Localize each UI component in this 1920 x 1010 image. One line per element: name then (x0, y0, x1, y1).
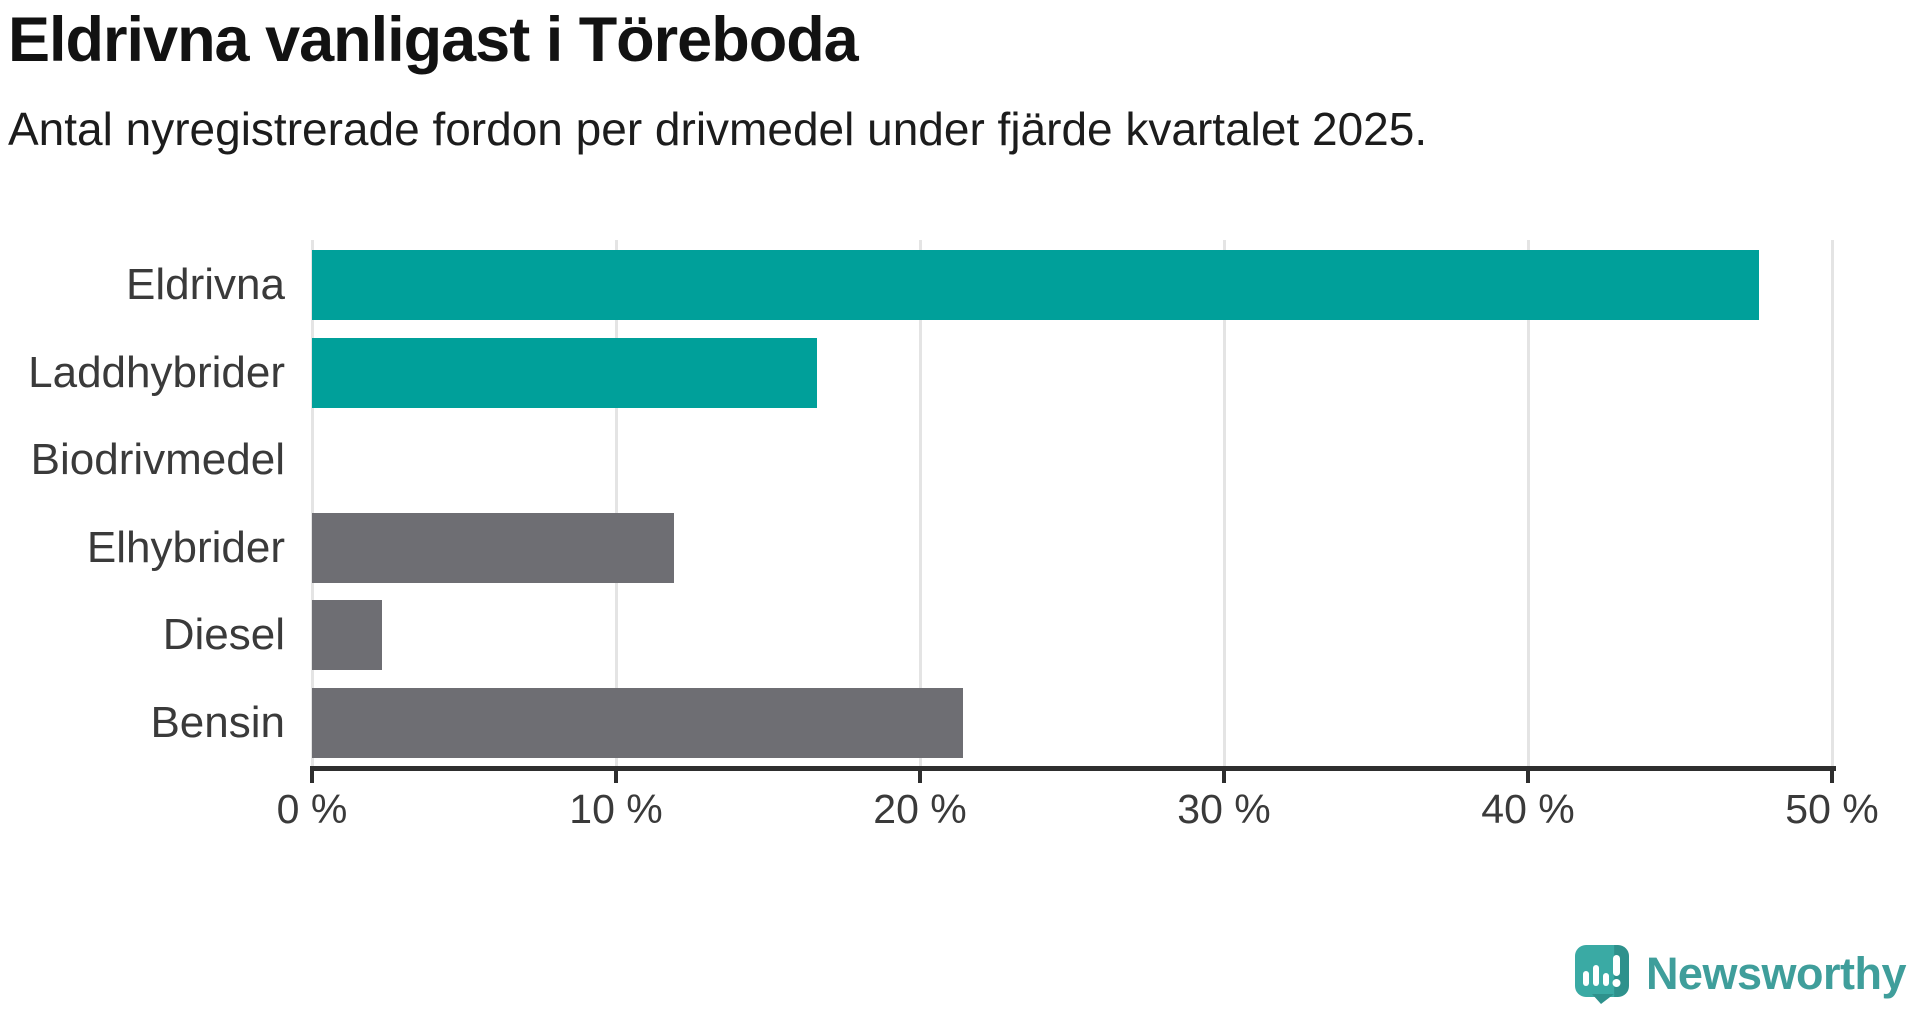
x-tick-label: 30 % (1177, 786, 1271, 832)
bar-elhybrider (312, 512, 674, 583)
x-tick-30 (1222, 766, 1226, 783)
category-label: Eldrivna (126, 260, 285, 309)
gridline-40 (1526, 240, 1530, 768)
category-label: Diesel (162, 610, 285, 659)
category-label: Biodrivmedel (30, 435, 285, 484)
gridline-20 (918, 240, 922, 768)
x-tick-10 (614, 766, 618, 783)
category-label: Bensin (150, 697, 285, 747)
category-label: Laddhybrider (28, 347, 285, 397)
newsworthy-logo: Newsworthy (1574, 944, 1907, 1004)
page-subtitle: Antal nyregistrerade fordon per drivmede… (8, 103, 1428, 155)
x-tick-40 (1526, 766, 1530, 783)
x-tick-label: 20 % (873, 786, 967, 832)
x-tick-label: 10 % (569, 786, 663, 832)
gridline-0 (310, 240, 314, 768)
x-tick-label: 0 % (276, 786, 348, 832)
page-title: Eldrivna vanligast i Töreboda (8, 5, 859, 75)
bar-laddhybrider (312, 337, 817, 408)
plot-area (310, 240, 1834, 768)
x-tick-50 (1830, 766, 1834, 783)
bar-diesel (312, 600, 382, 670)
x-tick-label: 40 % (1481, 786, 1575, 832)
newsworthy-bubble-icon (1574, 945, 1629, 1004)
x-tick-20 (918, 766, 922, 783)
bar-bensin (312, 687, 963, 758)
bar-eldrivna (312, 250, 1760, 320)
gridline-30 (1222, 240, 1226, 768)
category-label: Elhybrider (86, 522, 285, 572)
gridline-10 (614, 240, 618, 768)
x-tick-label: 50 % (1785, 786, 1879, 832)
x-axis-line (310, 766, 1836, 771)
newsworthy-logo-text: Newsworthy (1645, 948, 1907, 999)
x-tick-0 (310, 766, 314, 783)
gridline-50 (1830, 240, 1834, 768)
